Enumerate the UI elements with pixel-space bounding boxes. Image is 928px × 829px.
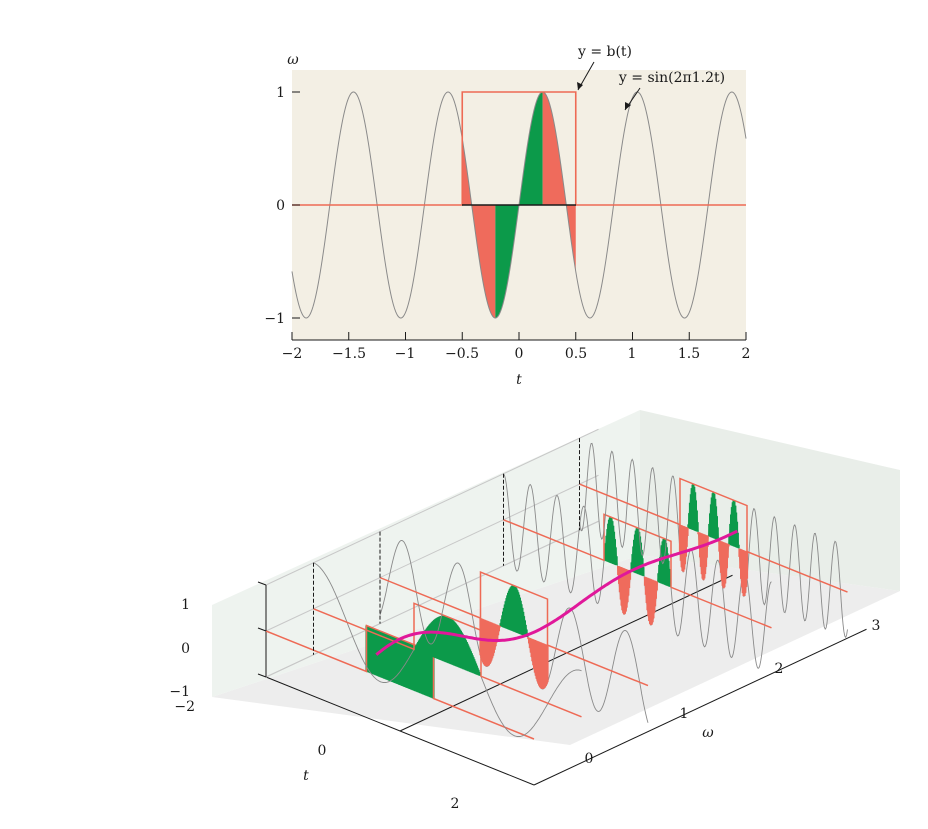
back-wall-grid-line [265, 428, 599, 586]
slice-positive-fill [499, 585, 529, 637]
slice-negative-fill [617, 566, 658, 626]
annotation-sine-arrowhead [625, 102, 631, 110]
slice-negative-fill [678, 524, 749, 597]
z-tick [257, 673, 267, 678]
z-tick [257, 581, 267, 586]
top-y-tick-label: −1 [264, 311, 285, 327]
back-wall-grid-line [265, 474, 599, 632]
top-boxcar-line [292, 91, 746, 206]
top-x-ticks [291, 332, 747, 340]
t-axis-label: t [303, 768, 309, 784]
z-tick-label: −1 [169, 684, 190, 700]
top-x-tick-label: 0 [515, 346, 524, 362]
annotation-boxcar: y = b(t) [577, 44, 632, 60]
top-x-axis-label: t [516, 372, 522, 388]
top-y-ticks [292, 91, 300, 319]
top-chart: −2 −1.5 −1 −0.5 0 0.5 1 1.5 2 1 0 −1 ω t… [264, 44, 750, 388]
transform-curve [375, 529, 738, 656]
omega-tick-label: 2 [775, 661, 784, 677]
omega-tick-label: 3 [872, 618, 881, 634]
bottom-3d-chart: 1 0 −1 −2 0 2 t 0 1 2 3 ω [169, 410, 900, 812]
top-x-tick-label: 0.5 [565, 346, 587, 362]
top-x-tick-label: 2 [742, 346, 751, 362]
top-x-tick-label: 1.5 [678, 346, 700, 362]
omega-slice [579, 438, 848, 639]
top-x-tick-label: −1 [395, 346, 416, 362]
t-tick-label: −2 [174, 699, 195, 715]
top-x-tick-label: −2 [282, 346, 303, 362]
omega-slice [313, 562, 582, 737]
annotation-sine: y = sin(2π1.2t) [618, 70, 725, 86]
floor-front-edge-omega [533, 628, 867, 786]
top-y-tick-label: 0 [276, 198, 285, 214]
t-tick-label: 2 [451, 796, 460, 812]
negative-fill-left [462, 138, 496, 318]
z-tick [257, 627, 267, 632]
omega-axis-label: ω [702, 725, 714, 741]
slice-negative-fill [479, 618, 549, 689]
top-x-tick-label: −0.5 [445, 346, 479, 362]
slice-boxcar [579, 477, 848, 593]
omega-tick-label: 0 [585, 751, 594, 767]
top-x-tick-label: 1 [628, 346, 637, 362]
top-y-tick-label: 1 [276, 85, 285, 101]
z-tick-label: 0 [181, 641, 190, 657]
negative-fill-right [542, 92, 576, 272]
annotation-boxcar-arrowhead [577, 82, 583, 90]
slice-boxcar [313, 602, 582, 718]
z-tick-label: 1 [181, 597, 190, 613]
omega-tick-label: 1 [680, 706, 689, 722]
t-tick-label: 0 [318, 743, 327, 759]
slice-boxcar [379, 570, 649, 687]
top-x-tick-label: −1.5 [332, 346, 366, 362]
back-wall [212, 410, 640, 697]
top-y-axis-label: ω [287, 52, 299, 68]
slice-boxcar [503, 513, 772, 629]
